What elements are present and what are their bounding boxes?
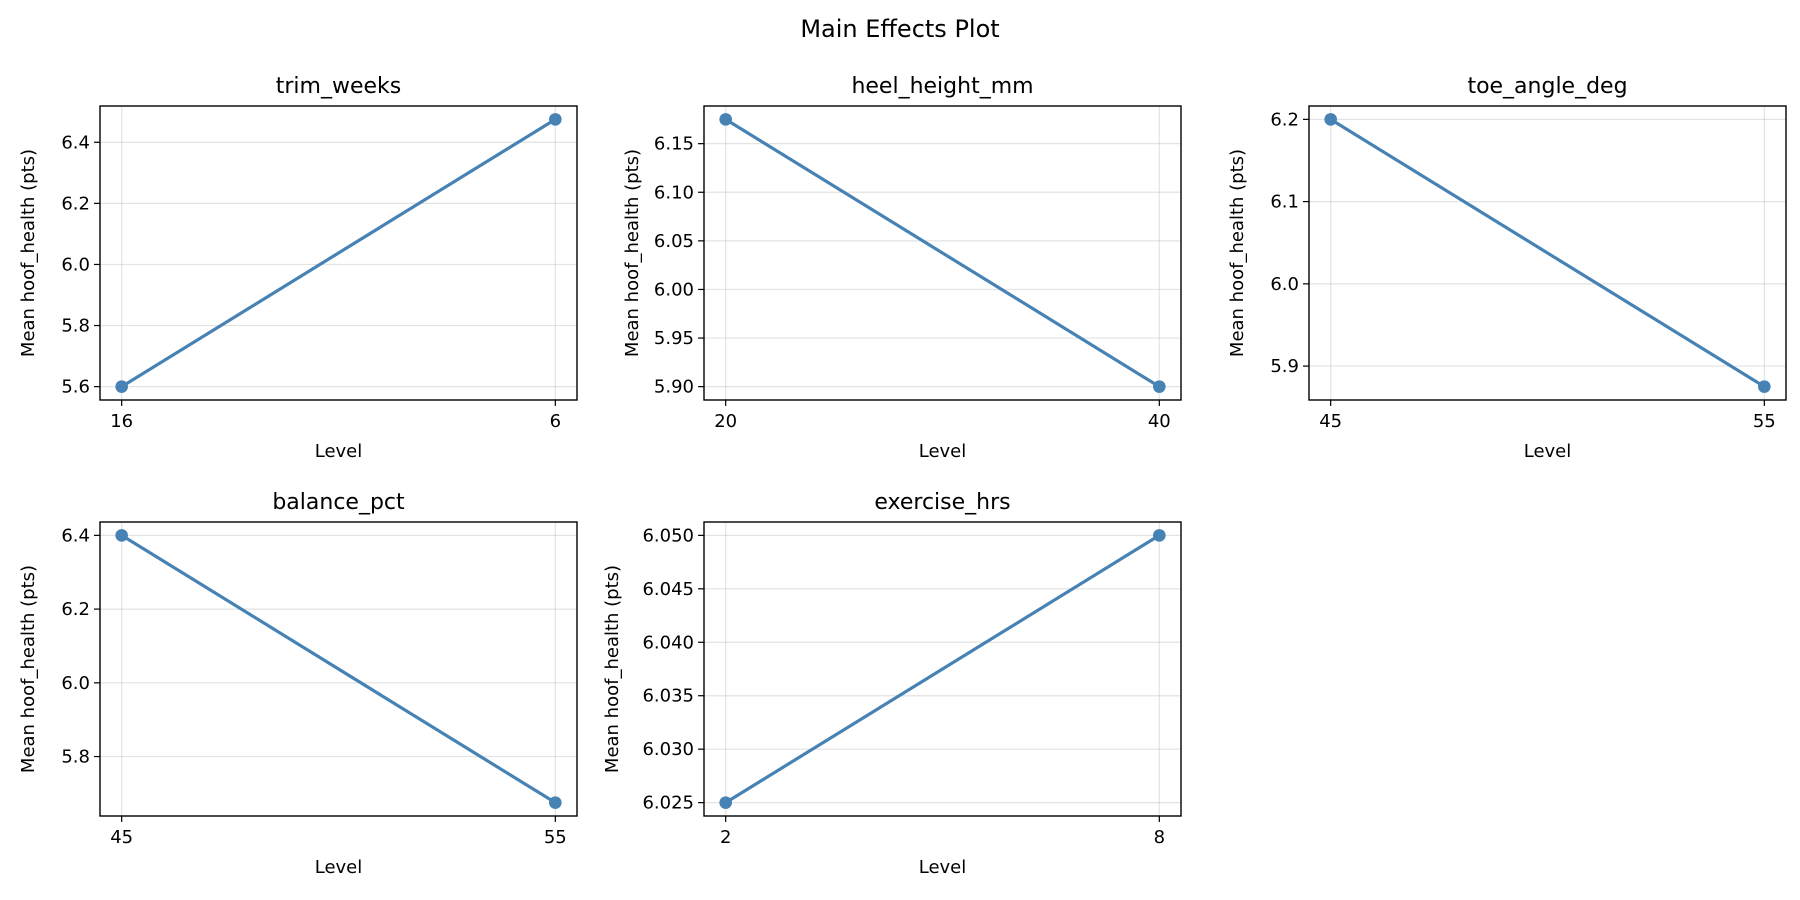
- series-line: [120, 117, 557, 389]
- y-tick-label: 6.0: [1270, 274, 1299, 295]
- y-axis-label: Mean hoof_health (pts): [18, 565, 39, 773]
- data-point: [719, 796, 732, 809]
- y-tick-label: 5.95: [654, 328, 694, 349]
- figure-title: Main Effects Plot: [800, 15, 999, 43]
- y-tick-label: 6.05: [654, 231, 694, 252]
- axes-frame: [99, 521, 578, 817]
- y-tick-label: 6.4: [61, 132, 90, 153]
- y-tick-label: 6.4: [61, 525, 90, 546]
- series-line: [1329, 117, 1766, 389]
- subplot-exercise_hrs: 6.025 6.030 6.035 6.040 6.045 6.050 2 8 exercise…: [602, 490, 1182, 878]
- y-tick-label: 6.2: [1270, 109, 1299, 130]
- y-tick-label: 6.035: [642, 686, 694, 707]
- x-tick-label: 55: [1753, 411, 1776, 432]
- series-line: [724, 533, 1161, 805]
- data-point: [549, 113, 562, 126]
- x-tick-label: 45: [110, 827, 133, 848]
- x-tick-label: 16: [110, 411, 133, 432]
- subplot-title: heel_height_mm: [851, 74, 1033, 99]
- subplot-trim_weeks: 5.6 5.8 6.0 6.2 6.4 16 6 trim_weeks Level Mean ho…: [18, 74, 578, 462]
- y-tick-label: 6.0: [61, 673, 90, 694]
- y-tick-label: 6.050: [642, 525, 694, 546]
- y-axis-label: Mean hoof_health (pts): [602, 565, 623, 773]
- x-tick-label: 55: [544, 827, 567, 848]
- y-tick-label: 6.025: [642, 793, 694, 814]
- subplot-title: exercise_hrs: [874, 490, 1010, 515]
- y-tick-label: 5.90: [654, 377, 694, 398]
- subplot-heel_height_mm: 5.90 5.95 6.00 6.05 6.10 6.15 20 40 heel_height_…: [622, 74, 1182, 462]
- data-point: [549, 796, 562, 809]
- x-axis-label: Level: [919, 857, 967, 878]
- y-tick-label: 5.6: [61, 377, 90, 398]
- data-point: [719, 113, 732, 126]
- data-point: [115, 380, 128, 393]
- subplot-balance_pct: 5.8 6.0 6.2 6.4 45 55 balance_pct Level Mean hoo…: [18, 490, 578, 878]
- y-axis-label: Mean hoof_health (pts): [1227, 149, 1248, 357]
- data-point: [1153, 529, 1166, 542]
- data-point: [115, 529, 128, 542]
- y-tick-label: 6.045: [642, 579, 694, 600]
- x-tick-label: 6: [550, 411, 561, 432]
- data-point: [1758, 380, 1771, 393]
- y-tick-label: 6.00: [654, 279, 694, 300]
- y-tick-label: 6.0: [61, 254, 90, 275]
- x-axis-label: Level: [919, 441, 967, 462]
- x-tick-label: 40: [1148, 411, 1171, 432]
- y-tick-label: 5.8: [61, 316, 90, 337]
- y-axis-label: Mean hoof_health (pts): [18, 149, 39, 357]
- x-tick-label: 20: [714, 411, 737, 432]
- axes-frame: [99, 105, 578, 401]
- series-line: [120, 533, 557, 805]
- data-point: [1153, 380, 1166, 393]
- y-tick-label: 6.2: [61, 599, 90, 620]
- x-axis-label: Level: [315, 857, 363, 878]
- y-tick-label: 6.1: [1270, 192, 1299, 213]
- y-tick-label: 6.030: [642, 739, 694, 760]
- series-line: [724, 117, 1161, 389]
- subplot-toe_angle_deg: 5.9 6.0 6.1 6.2 45 55 toe_angle_deg Level Mean h…: [1227, 74, 1787, 462]
- y-axis-label: Mean hoof_health (pts): [622, 149, 643, 357]
- y-tick-label: 6.10: [654, 182, 694, 203]
- x-axis-label: Level: [315, 441, 363, 462]
- subplot-title: trim_weeks: [276, 74, 401, 99]
- subplot-title: balance_pct: [272, 490, 405, 515]
- axes-frame: [703, 521, 1182, 817]
- y-tick-label: 5.9: [1270, 356, 1299, 377]
- x-tick-label: 45: [1319, 411, 1342, 432]
- y-tick-label: 6.2: [61, 193, 90, 214]
- axes-frame: [703, 105, 1182, 401]
- y-tick-label: 5.8: [61, 747, 90, 768]
- x-axis-label: Level: [1524, 441, 1572, 462]
- x-tick-label: 8: [1154, 827, 1165, 848]
- subplot-title: toe_angle_deg: [1467, 74, 1627, 99]
- y-tick-label: 6.040: [642, 632, 694, 653]
- data-point: [1324, 113, 1337, 126]
- y-tick-label: 6.15: [654, 134, 694, 155]
- x-tick-label: 2: [720, 827, 731, 848]
- axes-frame: [1308, 105, 1787, 401]
